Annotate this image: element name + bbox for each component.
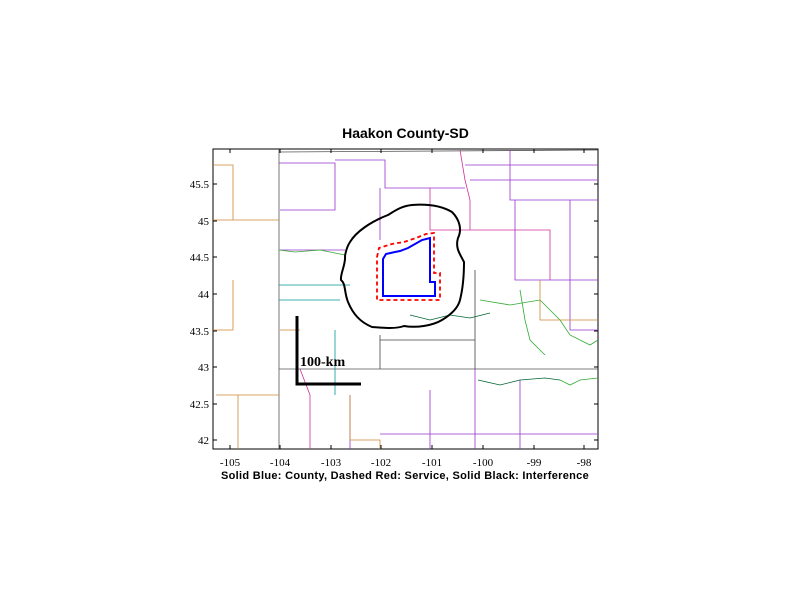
county-line — [509, 150, 598, 201]
y-tick-label: 45.5 — [190, 179, 210, 191]
county-line — [213, 280, 234, 331]
x-tick-label: -102 — [371, 457, 391, 469]
county-line — [477, 377, 561, 386]
x-tick-label: -100 — [473, 457, 494, 469]
county-line — [279, 162, 336, 211]
x-tick-label: -105 — [220, 457, 241, 469]
service-contour — [376, 231, 441, 301]
county-boundaries — [213, 149, 598, 449]
interference-contour — [339, 203, 466, 329]
county-boundary — [382, 236, 436, 297]
scale-bar-label: 100-km — [300, 355, 345, 370]
x-tick-labels: -105 -104 -103 -102 -101 -100 -99 -98 — [220, 457, 592, 469]
y-tick-label: 42 — [198, 435, 209, 447]
map-caption: Solid Blue: County, Dashed Red: Service,… — [220, 470, 589, 482]
x-tick-label: -103 — [321, 457, 342, 469]
county-line — [335, 159, 465, 189]
y-tick-label: 42.5 — [190, 399, 210, 411]
map-title: Haakon County-SD — [342, 125, 469, 141]
county-line — [349, 395, 381, 449]
x-axis-ticks — [229, 149, 585, 449]
county-line — [539, 280, 598, 321]
county-line — [459, 149, 471, 230]
state-boundary — [279, 149, 598, 153]
county-line — [299, 368, 311, 449]
y-tick-label: 43 — [198, 362, 210, 374]
y-tick-label: 44 — [198, 289, 210, 301]
y-tick-label: 43.5 — [190, 326, 210, 338]
scale-bar — [295, 316, 361, 386]
county-line — [278, 249, 346, 256]
y-tick-labels: 42 42.5 43 43.5 44 44.5 45 45.5 — [190, 179, 210, 447]
y-tick-label: 44.5 — [190, 252, 210, 264]
county-line — [559, 377, 598, 386]
x-tick-label: -99 — [527, 457, 542, 469]
county-line — [519, 289, 546, 356]
county-line — [213, 164, 234, 220]
x-tick-label: -98 — [577, 457, 592, 469]
x-tick-label: -101 — [422, 457, 442, 469]
x-tick-label: -104 — [270, 457, 291, 469]
y-axis-ticks — [213, 183, 598, 441]
county-line — [429, 188, 551, 280]
plot-frame — [212, 148, 599, 450]
county-line — [569, 200, 598, 331]
y-tick-label: 45 — [198, 216, 210, 228]
